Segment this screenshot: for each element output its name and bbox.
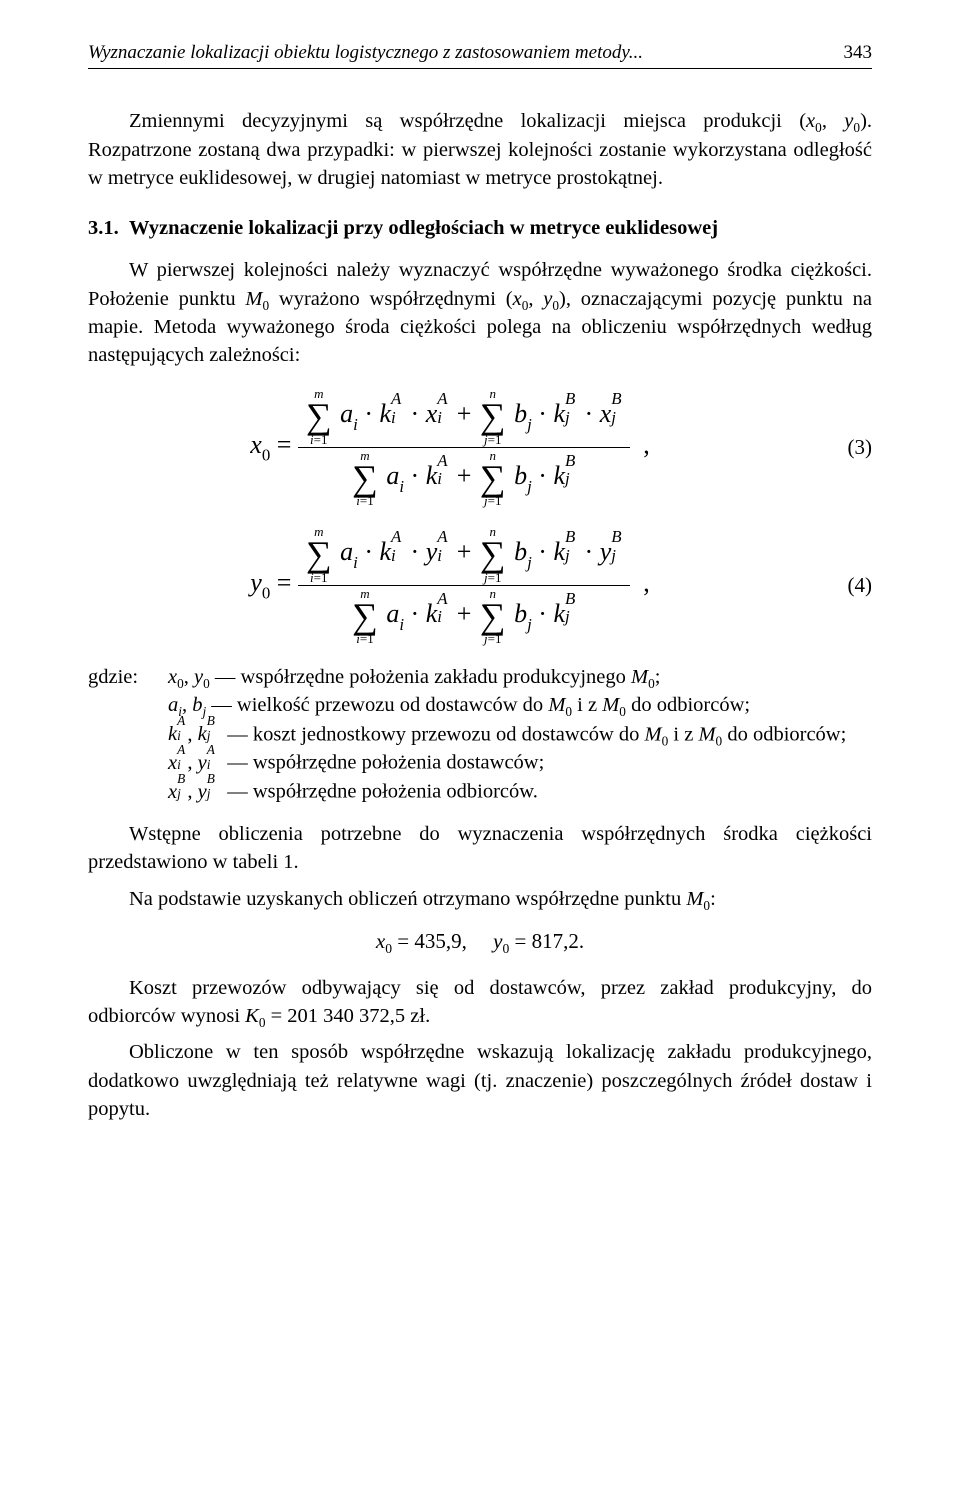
sum-icon: n∑j=1 [480, 449, 506, 507]
paragraph-intro: Zmiennymi decyzyjnymi są współrzędne lok… [88, 107, 872, 192]
fraction: m∑i=1 ai · kAi · xAi + n∑j=1 bj · kBj · … [298, 387, 630, 507]
equation-4-number: (4) [812, 571, 872, 600]
equation-4: y0 = m∑i=1 ai · kAi · yAi + n∑j=1 bj · k… [88, 525, 872, 645]
section-heading: Wyznaczenie lokalizacji przy odległościa… [129, 217, 718, 239]
paragraph-conclusion: Obliczone w ten sposób współrzędne wskaz… [88, 1038, 872, 1123]
equation-3: x0 = m∑i=1 ai · kAi · xAi + n∑j=1 bj · k… [88, 387, 872, 507]
definitions-lead: gdzie: [88, 663, 168, 691]
result-equation: x0 = 435,9, y0 = 817,2. [88, 927, 872, 956]
paragraph-result-lead: Na podstawie uzyskanych obliczeń otrzyma… [88, 885, 872, 913]
def-2: ai, bj — wielkość przewozu od dostawców … [168, 691, 872, 719]
def-4: xAi, yAi — współrzędne położenia dostawc… [168, 748, 872, 777]
equation-3-number: (3) [812, 433, 872, 462]
section-3-1-title: 3.1. Wyznaczenie lokalizacji przy odległ… [88, 214, 872, 242]
sum-icon: m∑i=1 [306, 525, 332, 583]
sum-icon: m∑i=1 [352, 587, 378, 645]
sum-icon: n∑j=1 [480, 525, 506, 583]
sum-icon: n∑j=1 [480, 587, 506, 645]
sum-icon: m∑i=1 [306, 387, 332, 445]
page: Wyznaczanie lokalizacji obiektu logistyc… [0, 0, 960, 1191]
section-number: 3.1. [88, 217, 119, 239]
sum-icon: m∑i=1 [352, 449, 378, 507]
page-number: 343 [844, 40, 873, 66]
running-title: Wyznaczanie lokalizacji obiektu logistyc… [88, 40, 643, 66]
def-3: kAi, kBj — koszt jednostkowy przewozu od… [168, 720, 872, 749]
def-1: x0, y0 — współrzędne położenia zakładu p… [168, 663, 872, 691]
def-5: xBj, yBj — współrzędne położenia odbiorc… [168, 777, 872, 806]
text: Zmiennymi decyzyjnymi są współrzędne lok… [88, 110, 872, 189]
text: W pierwszej kolejności należy wyznaczyć … [88, 259, 872, 366]
definitions-block: gdzie: x0, y0 — współrzędne położenia za… [88, 663, 872, 806]
fraction: m∑i=1 ai · kAi · yAi + n∑j=1 bj · kBj · … [298, 525, 630, 645]
paragraph-cost: Koszt przewozów odbywający się od dostaw… [88, 974, 872, 1031]
equation-3-body: x0 = m∑i=1 ai · kAi · xAi + n∑j=1 bj · k… [88, 387, 812, 507]
equation-4-body: y0 = m∑i=1 ai · kAi · yAi + n∑j=1 bj · k… [88, 525, 812, 645]
paragraph-table-ref: Wstępne obliczenia potrzebne do wyznacze… [88, 820, 872, 877]
sum-icon: n∑j=1 [480, 387, 506, 445]
running-head: Wyznaczanie lokalizacji obiektu logistyc… [88, 40, 872, 69]
paragraph-method: W pierwszej kolejności należy wyznaczyć … [88, 256, 872, 369]
